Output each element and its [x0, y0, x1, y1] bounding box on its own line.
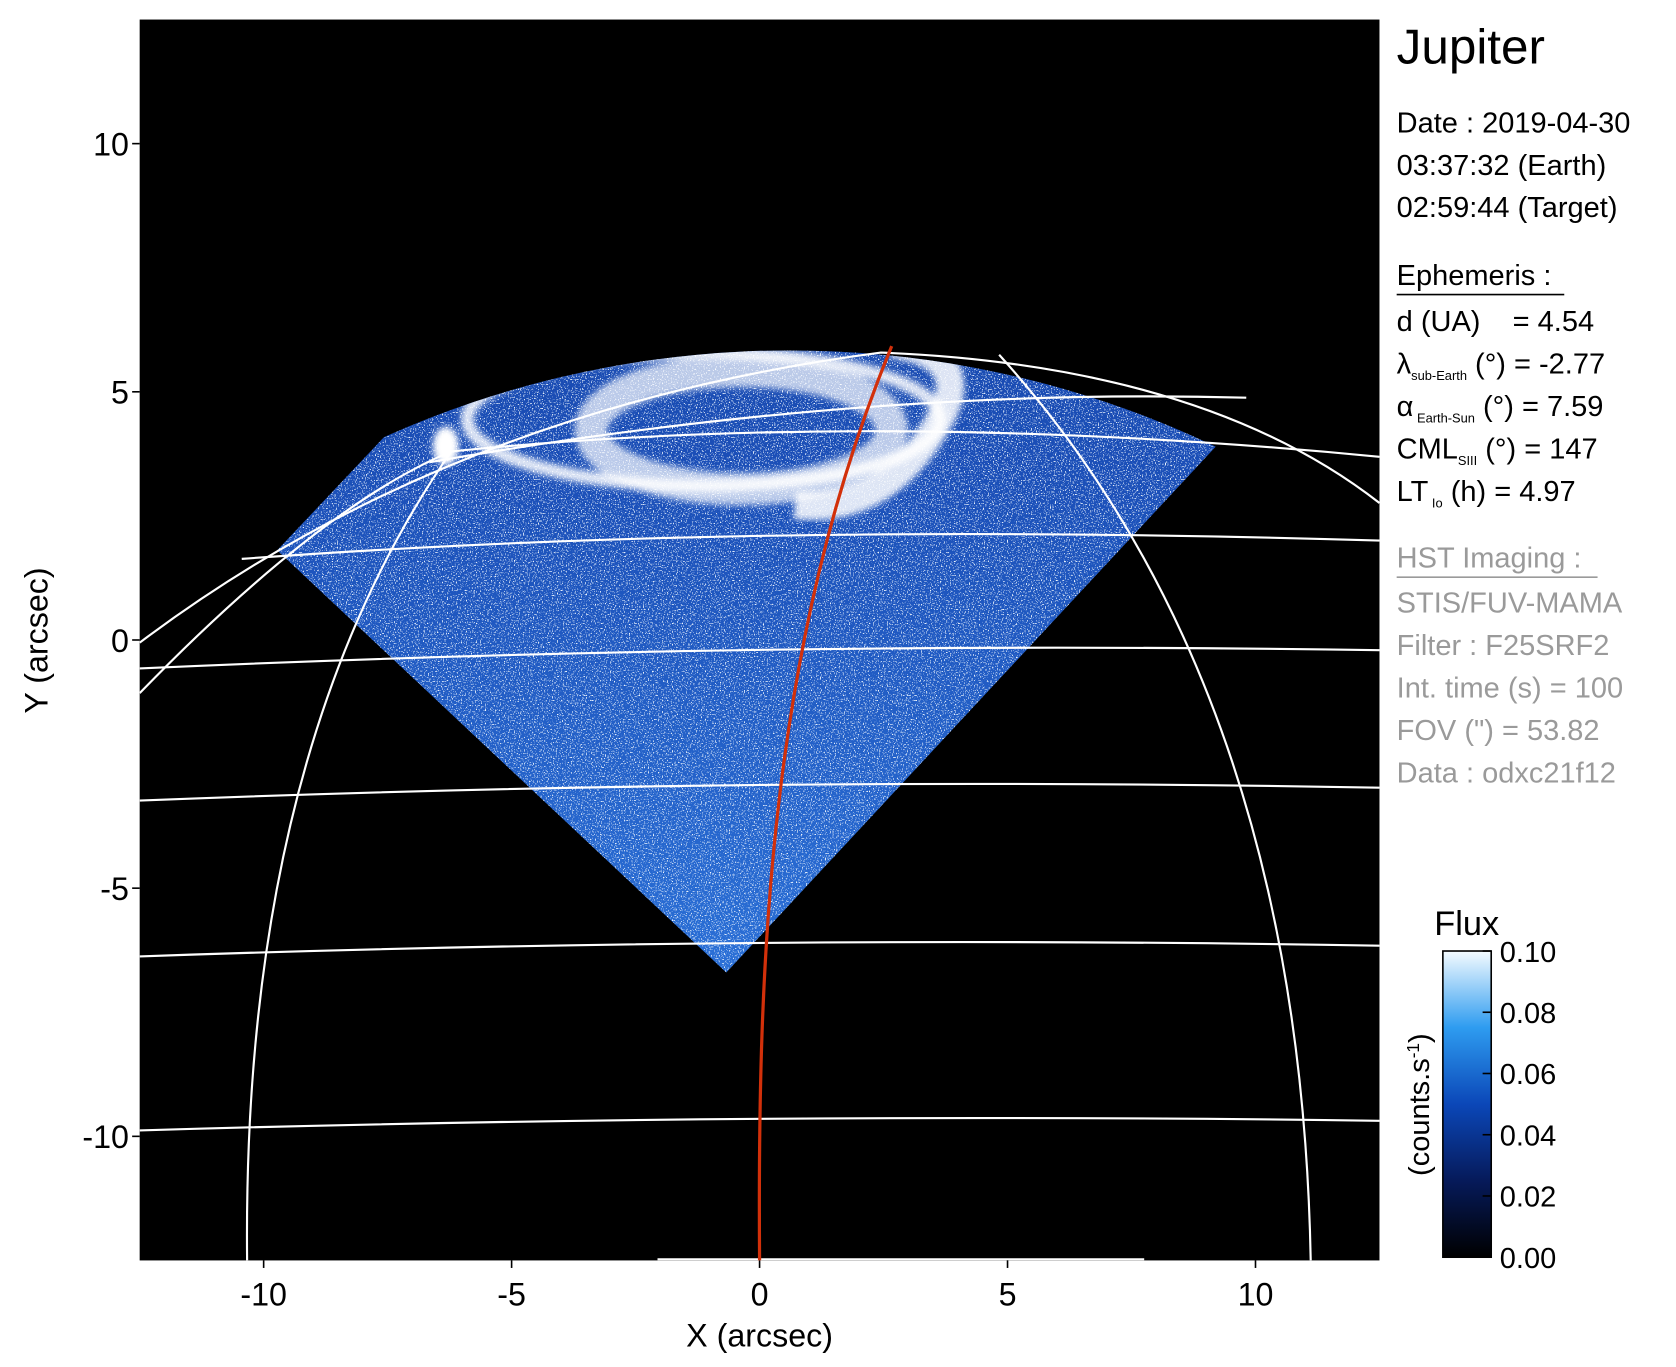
- imaging-title: HST Imaging :: [1397, 542, 1582, 574]
- date-line: 03:37:32 (Earth): [1397, 150, 1607, 182]
- colorbar-tick-label: 0.08: [1500, 998, 1556, 1030]
- ephemeris-row: LT Io (h) = 4.97: [1397, 476, 1576, 510]
- colorbar-tick-label: 0.02: [1500, 1182, 1556, 1214]
- ephemeris-row: α Earth-Sun (°) = 7.59: [1397, 391, 1604, 425]
- planet-grid: [139, 351, 1380, 1261]
- date-line: 02:59:44 (Target): [1397, 192, 1618, 224]
- ephemeris-part: d (UA) = 4.54: [1397, 306, 1594, 338]
- ephemeris-part: Io: [1428, 495, 1442, 510]
- ephemeris-part: (°) = 7.59: [1475, 391, 1603, 423]
- x-tick-label: 0: [751, 1277, 769, 1313]
- title: Jupiter: [1397, 20, 1545, 75]
- ephemeris-part: (°) = 147: [1477, 433, 1597, 465]
- y-axis-label: Y (arcsec): [18, 567, 54, 713]
- ephemeris-part: λ: [1397, 349, 1412, 381]
- imaging-line: STIS/FUV-MAMA: [1397, 588, 1623, 620]
- x-tick-label: -10: [240, 1277, 287, 1313]
- imaging-line: Data : odxc21f12: [1397, 757, 1616, 789]
- x-tick-label: 5: [999, 1277, 1017, 1313]
- ephemeris-part: (h) = 4.97: [1443, 476, 1576, 508]
- ephemeris-part: α: [1397, 391, 1414, 423]
- y-tick-label: 5: [111, 375, 129, 411]
- ephemeris-part: SIII: [1458, 453, 1477, 468]
- colorbar-label-part: -1: [1403, 1043, 1423, 1058]
- y-tick-label: -5: [100, 871, 129, 907]
- colorbar: [1442, 950, 1493, 1259]
- colorbar-tick-label: 0.00: [1500, 1243, 1556, 1275]
- x-tick-label: -5: [497, 1277, 526, 1313]
- y-tick-label: 10: [93, 126, 129, 162]
- ephemeris-part: Earth-Sun: [1413, 410, 1475, 425]
- date-line: Date : 2019-04-30: [1397, 107, 1631, 139]
- imaging-line: FOV (") = 53.82: [1397, 715, 1600, 747]
- ephemeris-row: λsub-Earth (°) = -2.77: [1397, 349, 1605, 383]
- ephemeris-row: CMLSIII (°) = 147: [1397, 433, 1598, 467]
- colorbar-title: Flux: [1434, 905, 1499, 943]
- x-axis-label: X (arcsec): [686, 1317, 833, 1353]
- colorbar-label-part: (counts.s: [1404, 1058, 1436, 1176]
- colorbar-tick-label: 0.10: [1500, 937, 1556, 969]
- ephemeris-part: sub-Earth: [1411, 368, 1467, 383]
- ephemeris-row: d (UA) = 4.54: [1397, 306, 1594, 338]
- imaging-line: Filter : F25SRF2: [1397, 630, 1610, 662]
- ephemeris-part: CML: [1397, 433, 1458, 465]
- x-tick-label: 10: [1238, 1277, 1274, 1313]
- colorbar-tick-label: 0.06: [1500, 1059, 1556, 1091]
- colorbar-label: (counts.s-1): [1403, 1033, 1436, 1176]
- colorbar-tick-label: 0.04: [1500, 1120, 1556, 1152]
- ephemeris-title: Ephemeris :: [1397, 260, 1552, 292]
- colorbar-label-part: ): [1404, 1033, 1436, 1043]
- imaging-line: Int. time (s) = 100: [1397, 672, 1623, 704]
- ephemeris-part: (°) = -2.77: [1467, 349, 1605, 381]
- y-tick-label: 0: [111, 623, 129, 659]
- y-tick-label: -10: [82, 1119, 129, 1155]
- central-meridian: [757, 345, 894, 1261]
- ephemeris-part: LT: [1397, 476, 1429, 508]
